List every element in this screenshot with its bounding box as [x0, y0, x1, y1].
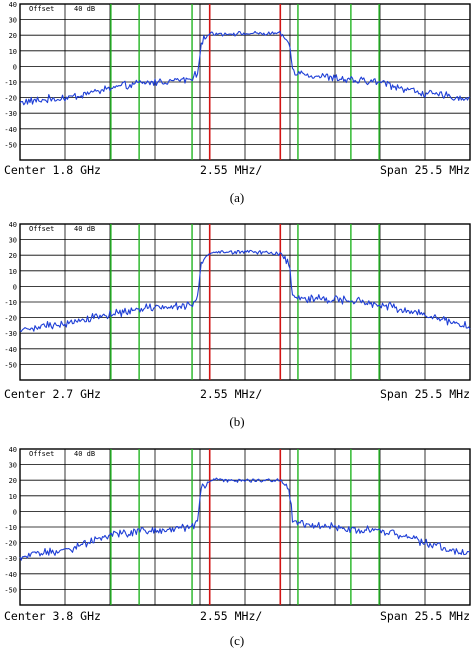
y-tick-label: 20: [9, 252, 17, 260]
center-frequency-label: Center 2.7 GHz: [4, 387, 101, 401]
y-tick-label: 40: [9, 446, 17, 454]
spectrum-svg: 40 30 20 10 0 -10 -20 -30 -40 -50 Offset 40 dB: [4, 1, 471, 161]
y-tick-label: -50: [4, 361, 17, 369]
y-tick-label: -30: [4, 555, 17, 563]
y-tick-label: -50: [4, 586, 17, 594]
y-tick-label: 0: [13, 508, 17, 516]
y-tick-label: 30: [9, 17, 17, 25]
y-tick-label: 10: [9, 48, 17, 56]
span-label: Span 25.5 MHz: [379, 163, 470, 177]
panel-caption: (a): [229, 190, 245, 205]
plot-footer: Center 1.8 GHz 2.55 MHz/ Span 25.5 MHz: [0, 163, 474, 179]
spectrum-svg: 40 30 20 10 0 -10 -20 -30 -40 -50 Offset 40 dB: [4, 221, 471, 381]
spectrum-trace: [19, 477, 471, 561]
division-label: 2.55 MHz/: [200, 387, 263, 401]
y-tick-label: -10: [4, 79, 17, 87]
y-tick-label: -20: [4, 95, 17, 103]
plot-footer: Center 2.7 GHz 2.55 MHz/ Span 25.5 MHz: [0, 387, 474, 403]
spectrum-plot: 40 30 20 10 0 -10 -20 -30 -40 -50 Offset 40 dB: [0, 220, 474, 382]
y-tick-label: -20: [4, 540, 17, 548]
y-tick-label: 30: [9, 462, 17, 470]
offset-label: Offset: [29, 225, 54, 233]
y-tick-label: -10: [4, 299, 17, 307]
y-tick-label: -50: [4, 141, 17, 149]
y-tick-label: 10: [9, 268, 17, 276]
spectrum-trace: [19, 30, 471, 106]
y-tick-label: 30: [9, 237, 17, 245]
division-label: 2.55 MHz/: [200, 609, 263, 623]
panel-caption: (b): [229, 414, 245, 429]
offset-value: 40 dB: [74, 225, 95, 233]
y-tick-label: 10: [9, 493, 17, 501]
spectrum-plot: 40 30 20 10 0 -10 -20 -30 -40 -50 Offset 40 dB: [0, 0, 474, 162]
center-frequency-label: Center 3.8 GHz: [4, 609, 101, 623]
spectrum-svg: 40 30 20 10 0 -10 -20 -30 -40 -50 Offset 40 dB: [4, 446, 471, 606]
spectrum-plot: 40 30 20 10 0 -10 -20 -30 -40 -50 Offset 40 dB: [0, 445, 474, 607]
spectrum-trace: [19, 249, 471, 333]
y-tick-label: -20: [4, 315, 17, 323]
offset-value: 40 dB: [74, 5, 95, 13]
y-tick-label: 0: [13, 63, 17, 71]
y-tick-label: 40: [9, 1, 17, 9]
span-label: Span 25.5 MHz: [379, 387, 470, 401]
center-frequency-label: Center 1.8 GHz: [4, 163, 101, 177]
span-label: Span 25.5 MHz: [379, 609, 470, 623]
y-tick-label: -30: [4, 110, 17, 118]
y-tick-label: 20: [9, 32, 17, 40]
plot-footer: Center 3.8 GHz 2.55 MHz/ Span 25.5 MHz: [0, 609, 474, 625]
panel-caption: (c): [229, 633, 245, 648]
y-tick-label: -40: [4, 126, 17, 134]
y-tick-label: 40: [9, 221, 17, 229]
y-tick-label: 0: [13, 283, 17, 291]
y-tick-label: -10: [4, 524, 17, 532]
division-label: 2.55 MHz/: [200, 163, 263, 177]
y-tick-label: -30: [4, 330, 17, 338]
offset-label: Offset: [29, 450, 54, 458]
y-tick-label: -40: [4, 571, 17, 579]
offset-label: Offset: [29, 5, 54, 13]
offset-value: 40 dB: [74, 450, 95, 458]
y-tick-label: -40: [4, 346, 17, 354]
y-tick-label: 20: [9, 477, 17, 485]
